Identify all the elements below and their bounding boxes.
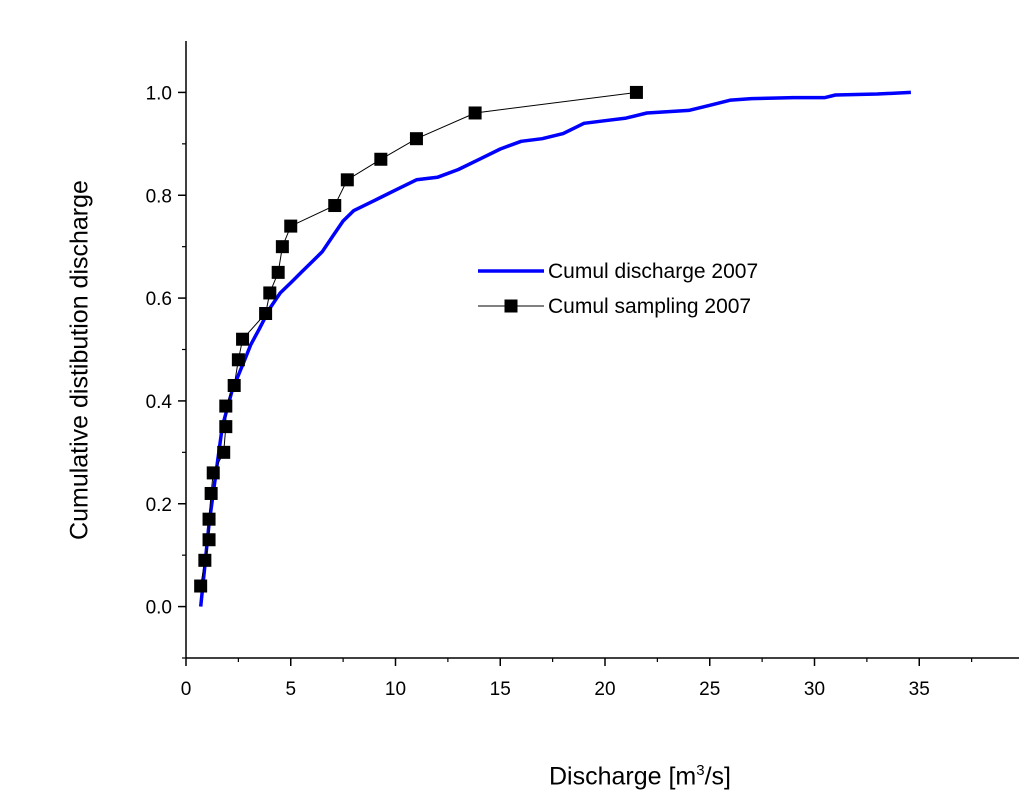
legend-label-sampling: Cumul sampling 2007 — [548, 295, 751, 318]
sampling-point — [202, 512, 216, 526]
sampling-point — [219, 399, 233, 413]
sampling-point — [231, 353, 245, 367]
ticks: 0.00.20.40.60.81.0051015202530354 — [146, 83, 1019, 700]
sampling-point — [263, 286, 277, 300]
y-tick-label: 0.6 — [146, 289, 172, 310]
sampling-point — [217, 445, 231, 459]
sampling-point — [227, 378, 241, 392]
sampling-point — [204, 486, 218, 500]
series-line-sampling — [200, 91, 637, 587]
sampling-point — [328, 199, 342, 213]
y-tick-label: 0.0 — [146, 598, 172, 619]
sampling-point — [194, 579, 208, 593]
legend: Cumul discharge 2007 Cumul sampling 2007 — [478, 260, 758, 318]
legend-swatch-sampling-marker — [504, 299, 518, 313]
series-layer — [194, 85, 911, 607]
x-tick-label: 5 — [285, 679, 296, 700]
x-tick-label: 15 — [490, 679, 511, 700]
sampling-point — [271, 265, 285, 279]
y-tick-label: 0.4 — [146, 392, 173, 413]
sampling-point — [629, 85, 643, 99]
sampling-point — [340, 173, 354, 187]
x-tick-label: 35 — [909, 679, 930, 700]
sampling-point — [202, 533, 216, 547]
y-axis-label: Cumulative distibution discharge — [65, 180, 94, 540]
y-tick-label: 1.0 — [146, 83, 172, 104]
x-tick-label: 0 — [181, 679, 192, 700]
legend-label-discharge: Cumul discharge 2007 — [548, 260, 758, 283]
x-tick-label: 30 — [804, 679, 825, 700]
y-tick-label: 0.8 — [146, 186, 172, 207]
axes — [185, 41, 1019, 659]
sampling-point — [275, 240, 289, 254]
sampling-point — [198, 553, 212, 567]
x-axis-label: Discharge [m3/s] — [548, 762, 731, 791]
series-line-discharge — [198, 90, 911, 607]
sampling-point — [219, 420, 233, 434]
sampling-point — [236, 332, 250, 346]
sampling-point — [284, 219, 298, 233]
sampling-point — [468, 106, 482, 120]
x-tick-label: 20 — [594, 679, 615, 700]
x-tick-label: 25 — [699, 679, 720, 700]
sampling-point — [259, 307, 273, 321]
sampling-point — [206, 466, 220, 480]
sampling-point — [374, 152, 388, 166]
x-tick-label: 10 — [385, 679, 406, 700]
sampling-point — [409, 132, 423, 146]
y-tick-label: 0.2 — [146, 495, 172, 516]
